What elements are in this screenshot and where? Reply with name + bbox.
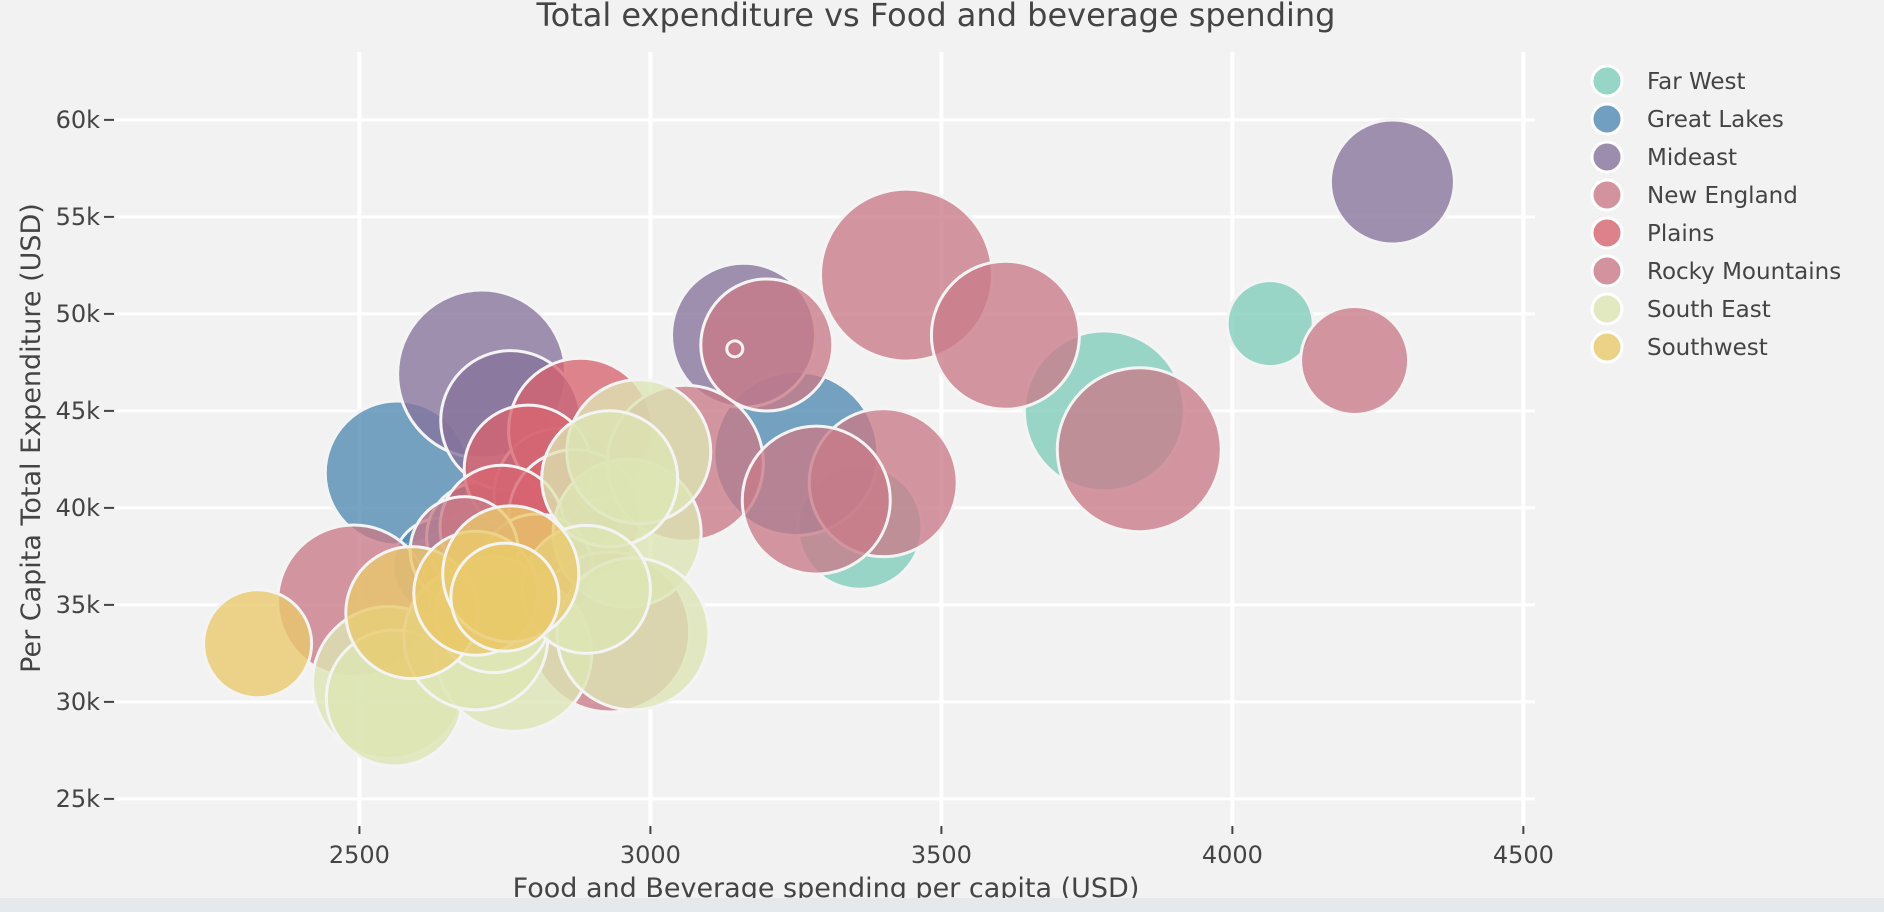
y-axis-label: Per Capita Total Expenditure (USD) <box>16 203 47 673</box>
bubble-southwest[interactable] <box>449 541 561 653</box>
y-tick-label: 60k <box>56 106 101 134</box>
page-footer-bar <box>0 898 1884 912</box>
legend: Far West Great Lakes Mideast New England Pla… <box>1590 64 1841 364</box>
x-tick-label: 4000 <box>1202 841 1263 869</box>
legend-marker[interactable] <box>1590 140 1624 174</box>
legend-marker[interactable] <box>1590 216 1624 250</box>
y-tick-label: 40k <box>56 494 101 522</box>
legend-label[interactable]: Southwest <box>1647 335 1768 361</box>
legend-marker[interactable] <box>1590 178 1624 212</box>
chart-title: Total expenditure vs Food and beverage s… <box>536 0 1336 34</box>
legend-label[interactable]: Rocky Mountains <box>1647 259 1841 285</box>
legend-label[interactable]: South East <box>1647 297 1771 323</box>
x-tick-label: 3500 <box>911 841 972 869</box>
x-tick-label: 4500 <box>1493 841 1554 869</box>
bubble-new-england[interactable] <box>929 259 1081 411</box>
bubble-southwest[interactable] <box>202 588 314 700</box>
legend-marker[interactable] <box>1590 254 1624 288</box>
legend-marker[interactable] <box>1590 330 1624 364</box>
bubble-new-england[interactable] <box>1299 304 1411 416</box>
y-tick-label: 50k <box>56 300 101 328</box>
y-tick-label: 35k <box>56 591 101 619</box>
legend-label[interactable]: Mideast <box>1647 145 1737 171</box>
legend-marker[interactable] <box>1590 64 1624 98</box>
legend-marker[interactable] <box>1590 102 1624 136</box>
x-tick-label: 3000 <box>620 841 681 869</box>
bubble-south-east[interactable] <box>540 409 680 549</box>
y-tick-label: 45k <box>56 397 101 425</box>
bubble-rocky-mountains[interactable] <box>740 424 892 576</box>
legend-label[interactable]: Plains <box>1647 221 1714 247</box>
axes: 2500 3000 3500 4000 4500 25k 30k 35k 40k 45k 50k 55… <box>56 106 1554 869</box>
bubble-marks <box>202 118 1456 768</box>
y-tick-label: 30k <box>56 688 101 716</box>
y-tick-label: 25k <box>56 785 101 813</box>
y-tick-label: 55k <box>56 203 101 231</box>
legend-marker[interactable] <box>1590 292 1624 326</box>
x-tick-label: 2500 <box>329 841 390 869</box>
bubble-mideast[interactable] <box>1328 118 1456 246</box>
legend-label[interactable]: New England <box>1647 183 1798 209</box>
bubble-new-england[interactable] <box>725 339 745 359</box>
bubble-new-england[interactable] <box>699 277 835 413</box>
legend-label[interactable]: Great Lakes <box>1647 107 1784 133</box>
bubble-new-england[interactable] <box>1055 366 1223 534</box>
legend-label[interactable]: Far West <box>1647 69 1746 95</box>
